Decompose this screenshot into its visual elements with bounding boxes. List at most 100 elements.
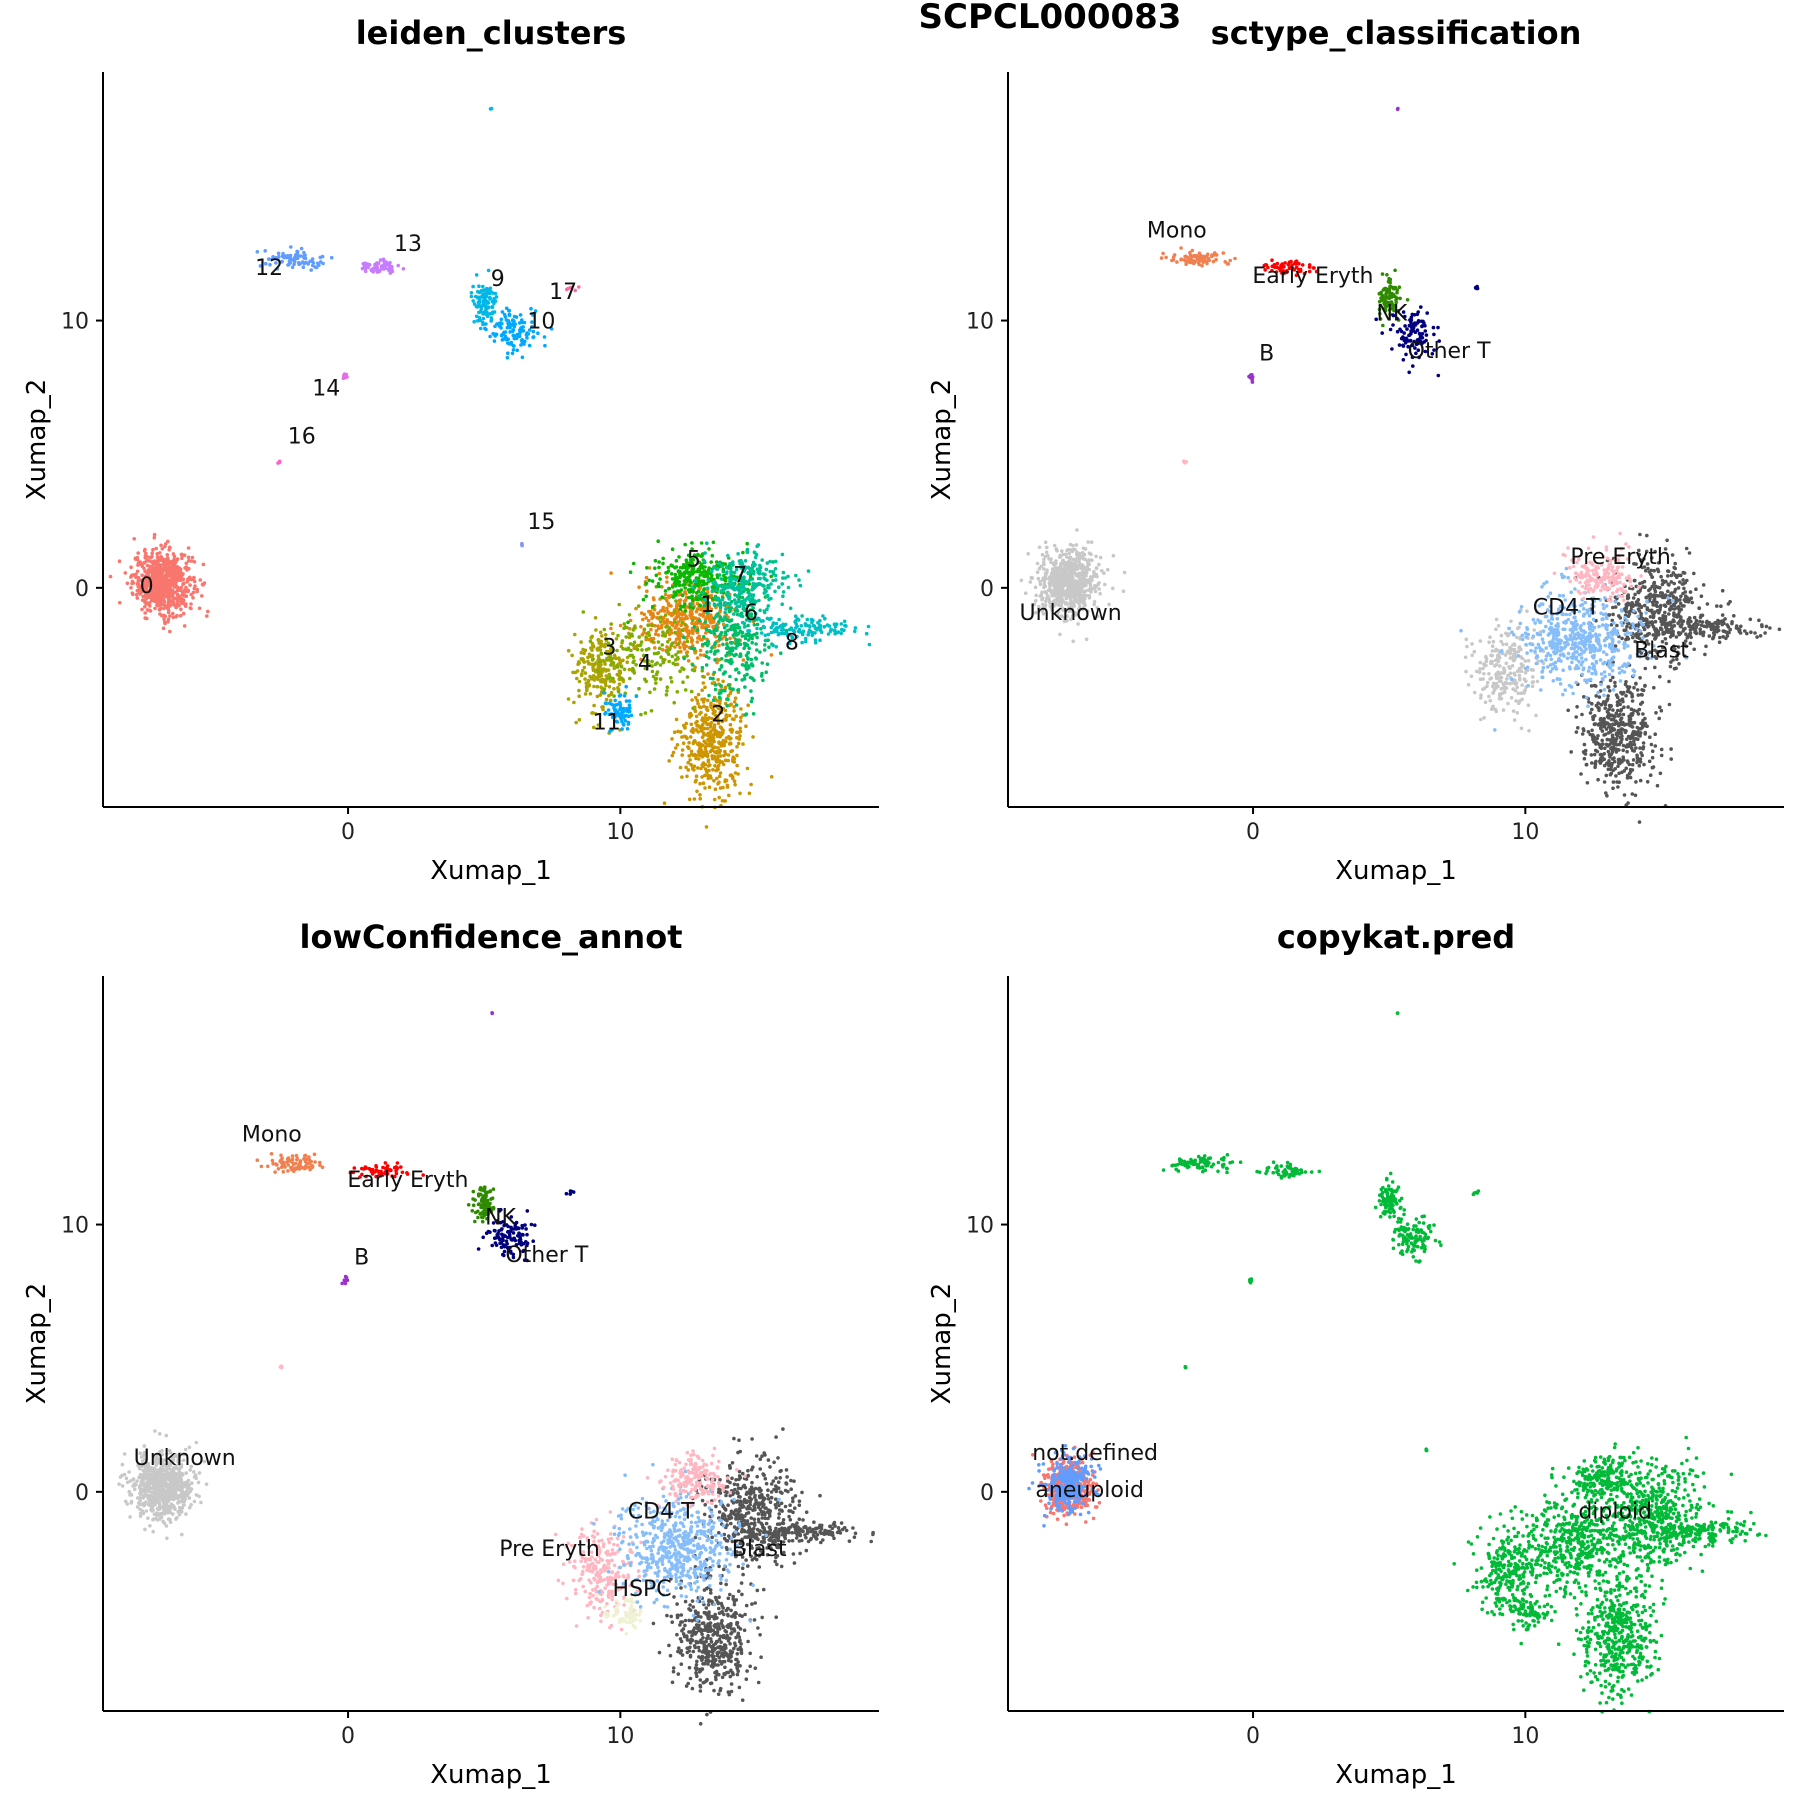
point-Blast: [1599, 716, 1603, 721]
point-0: [175, 565, 180, 569]
point-Blast: [1643, 666, 1648, 671]
point-Blast: [1659, 753, 1664, 758]
point-1: [650, 616, 654, 621]
point-Unknown: [1098, 591, 1102, 596]
point-2: [735, 744, 739, 749]
point-6: [728, 646, 732, 651]
point-Unknown: [1472, 690, 1477, 695]
point-3: [577, 718, 582, 722]
point-Unknown: [1514, 699, 1518, 703]
point-4: [663, 613, 668, 617]
point-0: [157, 607, 162, 612]
point-6: [746, 588, 751, 593]
point-2: [745, 766, 750, 771]
point-Blast: [1667, 702, 1672, 707]
point-6: [713, 641, 718, 645]
point-7: [706, 578, 711, 583]
point-Unknown: [1084, 568, 1089, 572]
point-3: [583, 692, 588, 696]
point-0: [142, 561, 146, 565]
point-3: [593, 616, 598, 620]
point-Blast: [1643, 732, 1647, 736]
point-Blast: [1582, 756, 1587, 761]
point-9: [474, 273, 479, 277]
point-10: [506, 341, 510, 345]
point-16: [277, 459, 282, 464]
point-0: [157, 598, 161, 603]
point-3: [577, 661, 582, 665]
point-Unknown: [1499, 639, 1503, 644]
point-2: [698, 781, 702, 786]
point-4: [629, 648, 633, 653]
point-10: [499, 317, 504, 322]
point-9: [493, 291, 498, 296]
point-Unknown: [1069, 571, 1073, 576]
point-6: [682, 656, 686, 661]
point-Unknown: [1094, 554, 1098, 559]
point-6: [749, 689, 753, 693]
point-7: [769, 582, 773, 586]
point-1: [618, 623, 623, 628]
point-9: [481, 284, 485, 289]
point-8: [867, 642, 872, 647]
point-Unknown: [1517, 625, 1521, 630]
point-Unknown: [1042, 557, 1046, 562]
point-8: [839, 631, 843, 635]
point-7: [748, 578, 752, 582]
point-2: [735, 735, 739, 740]
point-13: [384, 260, 388, 264]
point-Unknown: [1515, 685, 1519, 689]
point-4: [650, 623, 655, 628]
point-Blast: [1641, 712, 1645, 716]
point-Unknown: [1501, 683, 1506, 687]
point-0: [143, 547, 147, 552]
point-0: [192, 575, 196, 580]
point-0: [167, 565, 171, 570]
point-0: [140, 598, 145, 602]
point-Unknown: [1490, 684, 1495, 688]
point-Blast: [1617, 698, 1622, 703]
point-4: [581, 610, 586, 614]
point-5: [699, 579, 703, 583]
point-0: [181, 597, 185, 602]
point-Blast: [1652, 685, 1656, 690]
point-2: [702, 726, 707, 731]
point-3: [595, 684, 600, 689]
point-7: [735, 604, 740, 609]
point-6: [755, 648, 759, 652]
point-3: [601, 667, 606, 671]
point-0: [171, 552, 176, 556]
point-0: [159, 573, 164, 577]
point-0: [143, 605, 147, 609]
point-7: [720, 564, 725, 569]
point-Blast: [1653, 744, 1658, 748]
point-Unknown: [1484, 659, 1488, 664]
point-1: [685, 650, 690, 654]
point-Unknown: [1084, 637, 1089, 642]
point-4: [673, 658, 678, 662]
point-Unknown: [1481, 687, 1485, 691]
point-6: [736, 688, 740, 693]
point-4: [683, 622, 687, 627]
point-Blast: [1629, 720, 1634, 725]
point-5: [698, 573, 703, 577]
point-Blast: [1602, 716, 1606, 721]
point-Blast: [1616, 708, 1620, 713]
point-0: [173, 581, 178, 586]
point-4: [639, 712, 643, 717]
point-Unknown: [1523, 659, 1528, 663]
point-Unknown: [1513, 678, 1517, 683]
point-0: [144, 587, 148, 591]
point-5: [706, 568, 711, 573]
point-5: [644, 594, 648, 599]
point-4: [674, 599, 678, 603]
point-Unknown: [1519, 726, 1524, 731]
point-7: [773, 559, 778, 564]
point-3: [581, 659, 586, 663]
point-5: [667, 586, 672, 591]
point-2: [721, 679, 725, 684]
point-Unknown: [1042, 562, 1046, 567]
point-10: [511, 333, 515, 338]
point-5: [631, 561, 636, 566]
point-Unknown: [1028, 580, 1033, 584]
